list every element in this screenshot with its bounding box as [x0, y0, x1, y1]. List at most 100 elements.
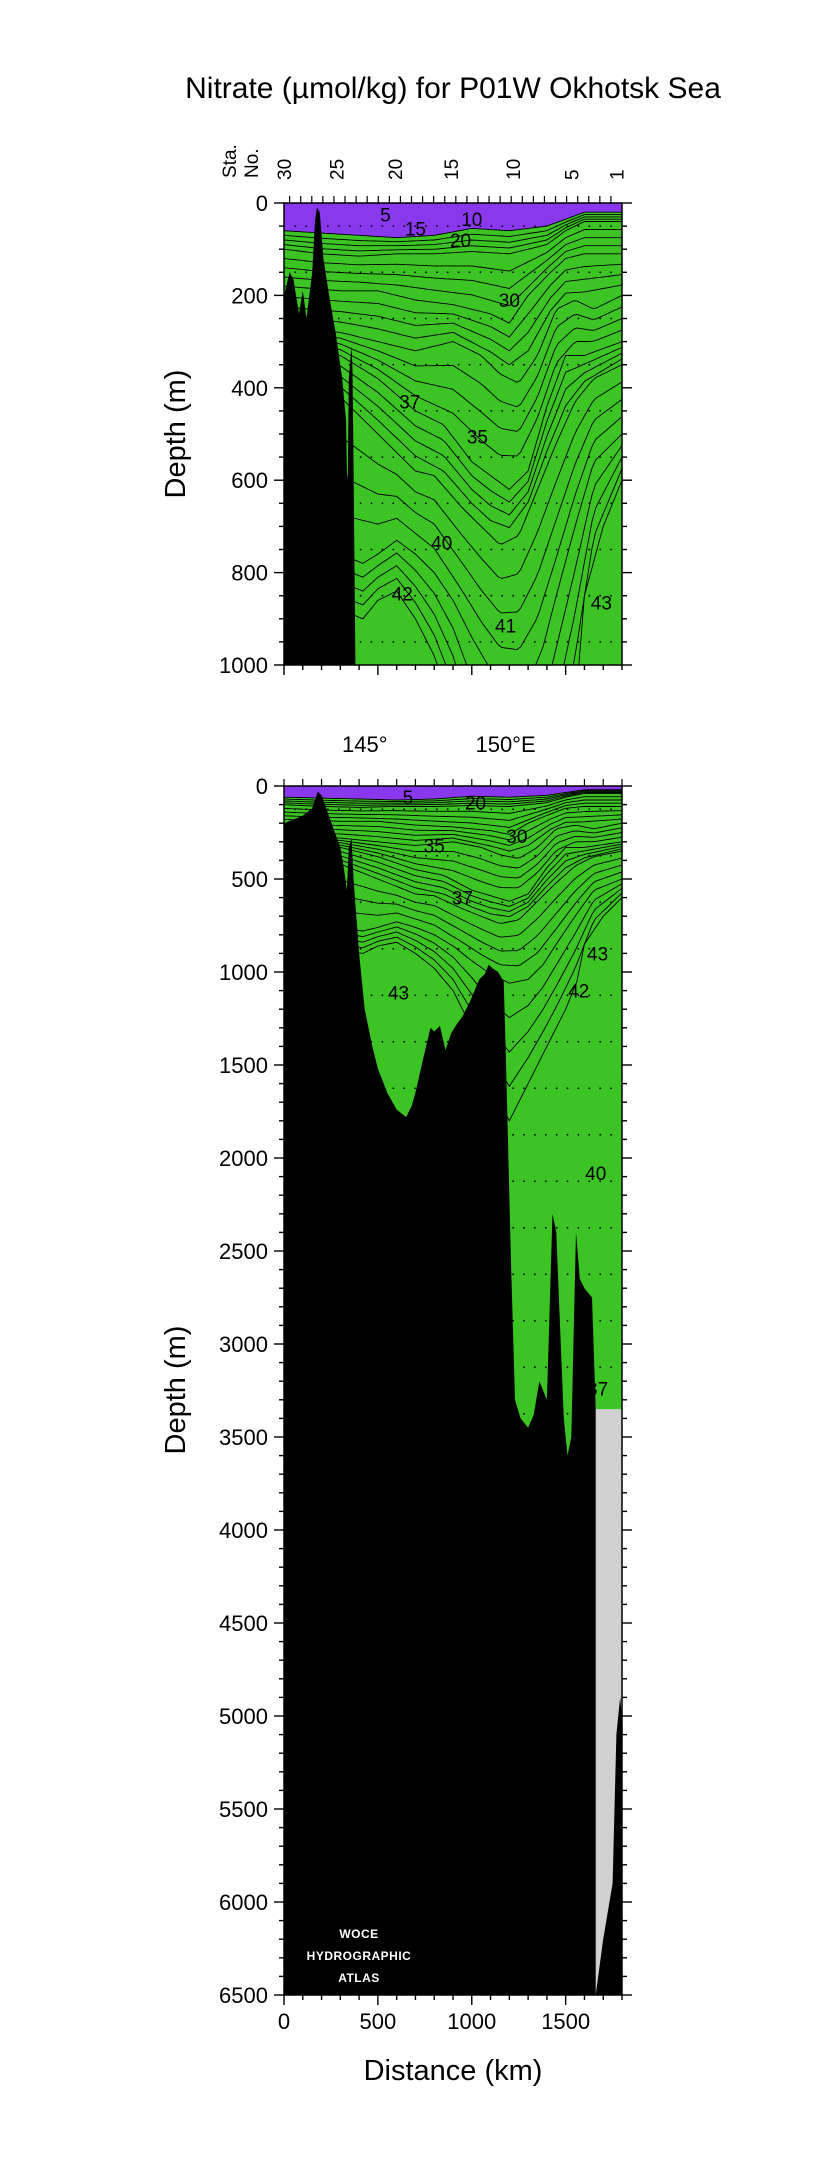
contour-line [284, 229, 622, 272]
sample-dot [544, 548, 547, 551]
sample-dot [359, 808, 362, 811]
sample-dot [577, 271, 580, 274]
sample-dot [414, 947, 416, 950]
sample-dot [523, 994, 525, 997]
sample-dot [392, 317, 395, 320]
sample-dot [370, 594, 373, 597]
y-tick-label: 200 [231, 283, 268, 308]
sample-dot [359, 641, 362, 643]
sample-dot [370, 271, 373, 274]
sample-dot [577, 594, 580, 597]
sample-dot [425, 808, 427, 811]
sample-dot [534, 947, 536, 950]
sample-dot [425, 854, 427, 857]
sample-dot [512, 363, 514, 366]
sample-dot [577, 548, 580, 551]
sample-dot [359, 456, 362, 458]
sample-dot [457, 947, 460, 950]
sample-dot [544, 410, 547, 412]
sample-dot [468, 225, 471, 228]
sample-dot [534, 363, 536, 366]
y-tick-label: 1500 [219, 1053, 268, 1078]
contour-line [284, 792, 622, 806]
sample-dot [523, 271, 525, 274]
sample-dot [457, 317, 460, 320]
sample-dot [577, 641, 580, 643]
sample-dot [370, 901, 373, 904]
contour-line [284, 789, 622, 801]
sample-dot [610, 225, 612, 228]
sample-dot [610, 363, 612, 366]
sample-dot [425, 947, 427, 950]
sample-dot [555, 808, 558, 811]
sample-dot [523, 1366, 525, 1369]
sample-dot [610, 1040, 612, 1043]
sample-dot [577, 456, 580, 458]
sample-dot [403, 854, 406, 857]
sample-dot [555, 947, 558, 950]
sample-dot [577, 854, 580, 857]
sample-dot [348, 225, 351, 228]
sample-dot [534, 271, 536, 274]
sample-dot [425, 1040, 427, 1043]
upper-contour-labels: 5 10 15 20 30 37 35 40 42 41 43 [380, 206, 612, 638]
sample-dot [566, 854, 569, 857]
sample-dot [414, 901, 416, 904]
sample-dot [610, 1366, 612, 1369]
sample-dot [446, 947, 449, 950]
sample-dot [523, 410, 525, 412]
sample-dot [588, 271, 591, 274]
sample-dot [403, 317, 406, 320]
sample-dot [457, 994, 460, 997]
contour-line [284, 214, 622, 243]
contour-label: 42 [392, 584, 413, 605]
sample-dot [370, 947, 373, 950]
sample-dot [436, 317, 438, 320]
sample-dot [555, 1180, 558, 1183]
sample-dot [588, 594, 591, 597]
contour-line [284, 827, 622, 869]
contour-line [284, 341, 622, 490]
sample-dot [359, 502, 362, 505]
sample-dot [512, 225, 514, 228]
sample-dot [436, 271, 438, 274]
sample-dot [555, 225, 558, 228]
sample-dot [392, 410, 395, 412]
sample-dot [490, 225, 493, 228]
sample-dot [599, 502, 602, 505]
sample-dot [392, 994, 395, 997]
sample-dot [468, 410, 471, 412]
sample-dot [577, 317, 580, 320]
sample-dot [588, 994, 591, 997]
sample-dot [599, 271, 602, 274]
upper-y-axis-label: Depth (m) [160, 370, 192, 499]
sample-dot [479, 363, 482, 366]
sample-dot [457, 854, 460, 857]
sample-dot [599, 317, 602, 320]
sample-dot [512, 317, 514, 320]
sample-dot [501, 548, 504, 551]
sample-dot [490, 641, 493, 643]
sample-dot [588, 947, 591, 950]
station-number: 10 [504, 159, 525, 180]
sample-dot [523, 594, 525, 597]
sample-dot [468, 854, 471, 857]
sample-dot [501, 410, 504, 412]
contour-label: 5 [380, 206, 391, 227]
sample-dot [523, 1133, 525, 1136]
sample-dot [512, 901, 514, 904]
sample-dot [436, 641, 438, 643]
contour-line [284, 318, 622, 432]
sample-dot [436, 854, 438, 857]
sample-dot [599, 594, 602, 597]
y-tick-label: 800 [231, 561, 268, 586]
full-y-axis-label: Depth (m) [160, 1326, 192, 1455]
contour-line [284, 806, 622, 835]
sample-dot [425, 271, 427, 274]
sample-dot [381, 854, 384, 857]
sample-dot [512, 594, 514, 597]
sample-dot [359, 548, 362, 551]
contour-line [284, 822, 622, 859]
sample-dot [337, 317, 340, 320]
